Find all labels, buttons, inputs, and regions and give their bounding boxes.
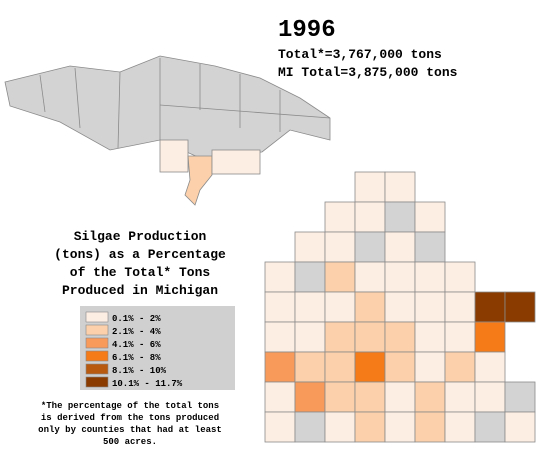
county	[414, 291, 446, 323]
county	[264, 291, 296, 323]
county	[294, 381, 326, 413]
county	[384, 381, 416, 413]
county	[504, 411, 536, 443]
footnote: *The percentage of the total tons	[41, 401, 219, 411]
county	[294, 261, 326, 293]
footnote: is derived from the tons produced	[41, 413, 219, 423]
county	[324, 321, 356, 353]
county	[354, 381, 386, 413]
county	[294, 411, 326, 443]
county	[504, 291, 536, 323]
county	[474, 291, 506, 323]
county	[264, 351, 296, 383]
county	[384, 291, 416, 323]
caption: Produced in Michigan	[62, 283, 218, 298]
county	[294, 231, 326, 263]
legend-swatch	[85, 337, 109, 349]
county	[384, 201, 416, 233]
county	[474, 381, 506, 413]
county	[324, 261, 356, 293]
legend-label: 2.1% - 4%	[112, 327, 161, 337]
legend-label: 8.1% - 10%	[112, 366, 167, 376]
county	[444, 351, 476, 383]
legend-swatch	[85, 376, 109, 388]
county	[384, 321, 416, 353]
legend-swatch	[85, 350, 109, 362]
county	[354, 351, 386, 383]
county	[324, 411, 356, 443]
county	[384, 261, 416, 293]
county	[414, 231, 446, 263]
footnote: only by counties that had at least	[38, 425, 222, 435]
county-borders	[39, 58, 331, 149]
county	[159, 139, 189, 173]
county	[354, 291, 386, 323]
county	[504, 381, 536, 413]
county	[324, 381, 356, 413]
county	[384, 411, 416, 443]
county	[384, 231, 416, 263]
county	[444, 381, 476, 413]
legend-label: 10.1% - 11.7%	[112, 379, 183, 389]
county	[384, 351, 416, 383]
county	[184, 155, 213, 206]
county	[384, 171, 416, 203]
legend-swatch	[85, 363, 109, 375]
county	[414, 411, 446, 443]
total: MI Total=3,875,000 tons	[278, 65, 458, 80]
county	[354, 261, 386, 293]
county	[324, 351, 356, 383]
county	[354, 171, 386, 203]
county	[474, 351, 506, 383]
legend-label: 0.1% - 2%	[112, 314, 161, 324]
caption: (tons) as a Percentage	[54, 247, 226, 262]
legend-swatch	[85, 311, 109, 323]
county	[354, 201, 386, 233]
county	[354, 231, 386, 263]
county	[354, 321, 386, 353]
county	[354, 411, 386, 443]
county	[414, 321, 446, 353]
total: Total*=3,767,000 tons	[278, 47, 442, 62]
county	[444, 261, 476, 293]
county	[294, 291, 326, 323]
county	[264, 411, 296, 443]
legend-label: 4.1% - 6%	[112, 340, 161, 350]
county-group	[4, 55, 331, 159]
legend-label: 6.1% - 8%	[112, 353, 161, 363]
title: 1996	[278, 17, 336, 44]
county	[414, 201, 446, 233]
county	[324, 201, 356, 233]
caption: of the Total* Tons	[70, 265, 211, 280]
county	[264, 321, 296, 353]
county	[294, 321, 326, 353]
county	[414, 261, 446, 293]
county	[264, 261, 296, 293]
county	[444, 321, 476, 353]
legend-swatch	[85, 324, 109, 336]
county	[211, 149, 261, 175]
upper-peninsula	[4, 55, 331, 206]
county	[474, 411, 506, 443]
county	[324, 231, 356, 263]
county	[444, 411, 476, 443]
county	[264, 381, 296, 413]
county	[414, 381, 446, 413]
county	[414, 351, 446, 383]
county	[324, 291, 356, 323]
county	[444, 291, 476, 323]
footnote: 500 acres.	[103, 437, 157, 447]
caption: Silgae Production	[74, 229, 207, 244]
county	[294, 351, 326, 383]
county	[474, 321, 506, 353]
